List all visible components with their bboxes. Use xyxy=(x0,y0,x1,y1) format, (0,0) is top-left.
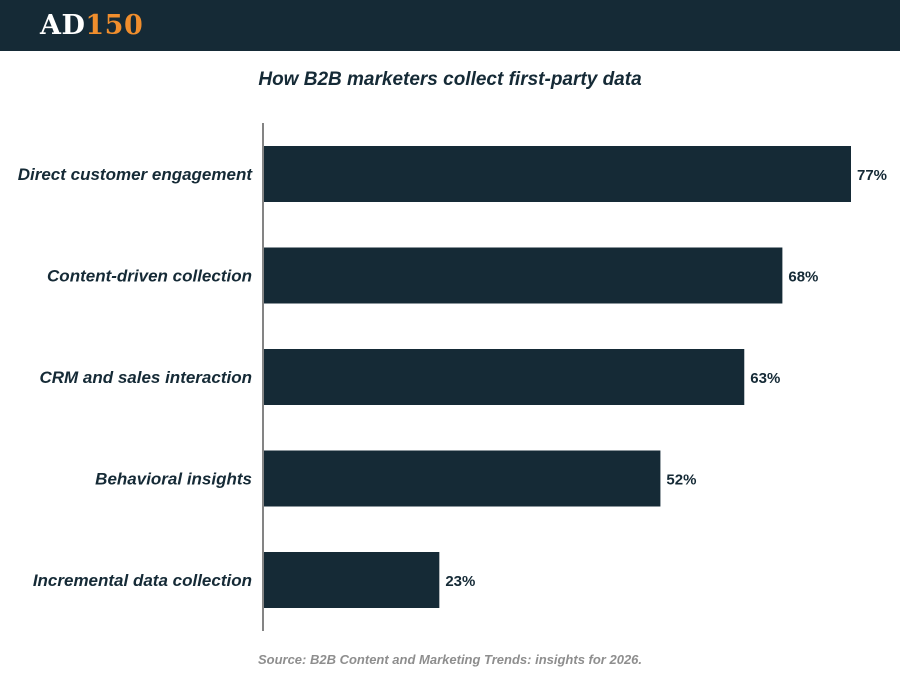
header-bar: AD150 xyxy=(0,0,900,51)
bar[interactable] xyxy=(264,552,440,608)
value-label: 23% xyxy=(445,573,475,590)
bar[interactable] xyxy=(264,349,745,405)
category-label: CRM and sales interaction xyxy=(39,368,252,387)
bar[interactable] xyxy=(264,146,851,202)
value-label: 77% xyxy=(857,167,887,184)
bar[interactable] xyxy=(264,247,783,304)
category-label: Direct customer engagement xyxy=(18,165,254,184)
category-label: Content-driven collection xyxy=(47,267,252,286)
logo-ad-text: AD xyxy=(40,10,86,41)
chart-title: How B2B marketers collect first-party da… xyxy=(258,69,642,90)
source-note: Source: B2B Content and Marketing Trends… xyxy=(257,652,643,667)
category-label: Incremental data collection xyxy=(33,571,252,590)
value-label: 63% xyxy=(750,370,780,387)
bar[interactable] xyxy=(264,450,661,507)
logo-number-text: 150 xyxy=(85,10,144,41)
ad150-logo[interactable]: AD150 xyxy=(40,9,143,43)
value-label: 52% xyxy=(666,472,696,489)
category-label: Behavioral insights xyxy=(95,470,252,489)
value-label: 68% xyxy=(788,269,818,286)
